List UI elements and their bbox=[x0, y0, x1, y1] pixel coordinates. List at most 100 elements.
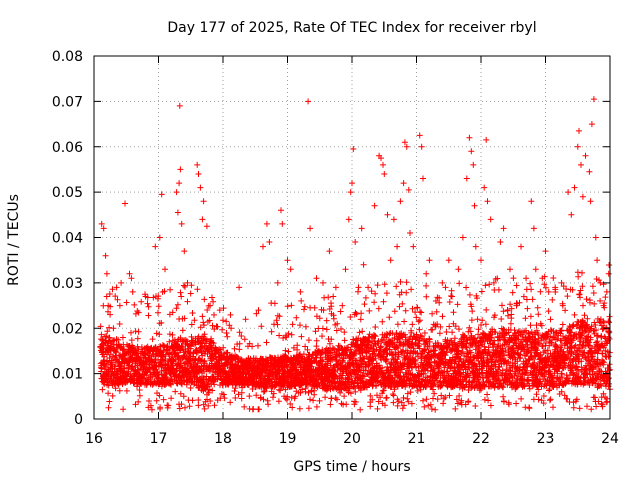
data-point bbox=[420, 397, 426, 404]
data-point bbox=[523, 296, 530, 303]
data-point bbox=[184, 298, 191, 305]
data-point bbox=[247, 355, 254, 362]
data-point bbox=[297, 322, 303, 329]
data-point bbox=[99, 386, 106, 393]
data-point bbox=[206, 317, 213, 324]
data-point bbox=[224, 349, 231, 356]
data-point bbox=[205, 389, 212, 396]
data-point bbox=[547, 396, 554, 403]
data-point bbox=[253, 392, 260, 399]
data-point bbox=[550, 404, 556, 411]
data-point bbox=[156, 392, 163, 399]
data-point bbox=[454, 301, 461, 308]
data-point bbox=[173, 305, 180, 312]
data-point bbox=[155, 303, 162, 310]
data-point bbox=[487, 402, 494, 409]
data-point bbox=[305, 405, 312, 412]
data-point bbox=[181, 315, 188, 322]
data-point bbox=[220, 305, 227, 312]
data-point bbox=[104, 328, 111, 335]
data-point bbox=[178, 401, 185, 408]
data-point bbox=[182, 283, 188, 290]
data-point bbox=[209, 387, 216, 394]
data-point bbox=[372, 324, 379, 330]
data-point bbox=[239, 384, 246, 391]
data-point bbox=[328, 303, 335, 310]
data-point bbox=[482, 321, 489, 328]
data-point bbox=[238, 333, 245, 339]
data-point bbox=[209, 294, 215, 301]
data-point bbox=[227, 399, 234, 406]
data-point bbox=[466, 291, 473, 298]
data-point bbox=[546, 397, 553, 404]
data-point bbox=[235, 391, 242, 398]
data-point bbox=[209, 322, 216, 329]
data-point bbox=[105, 404, 112, 411]
data-point bbox=[241, 336, 248, 343]
data-point bbox=[204, 307, 211, 313]
data-point bbox=[145, 312, 152, 319]
data-point bbox=[174, 301, 181, 308]
data-point bbox=[401, 318, 408, 325]
data-point bbox=[296, 405, 303, 412]
data-point bbox=[576, 291, 583, 298]
data-point bbox=[456, 280, 463, 287]
data-point bbox=[319, 333, 325, 340]
data-point bbox=[429, 326, 436, 333]
data-point bbox=[153, 330, 160, 337]
data-point bbox=[529, 296, 536, 303]
data-point bbox=[268, 328, 275, 335]
data-point bbox=[513, 282, 520, 289]
data-point bbox=[144, 300, 151, 307]
data-point bbox=[549, 296, 556, 303]
data-point bbox=[526, 405, 533, 412]
data-point bbox=[109, 392, 116, 399]
data-point bbox=[181, 352, 188, 358]
data-point bbox=[285, 348, 292, 355]
data-point bbox=[258, 323, 265, 330]
data-point bbox=[399, 300, 406, 307]
data-point bbox=[236, 340, 243, 347]
data-point bbox=[160, 349, 167, 356]
data-point bbox=[241, 403, 248, 410]
data-point bbox=[518, 395, 525, 402]
data-point bbox=[383, 290, 390, 297]
data-point bbox=[407, 389, 414, 396]
data-point bbox=[201, 296, 208, 303]
data-point bbox=[114, 296, 121, 303]
data-point bbox=[428, 406, 435, 412]
data-point bbox=[205, 402, 212, 409]
data-point bbox=[260, 396, 267, 403]
data-point bbox=[134, 383, 140, 390]
data-point bbox=[150, 294, 157, 301]
data-point bbox=[341, 329, 348, 336]
data-point bbox=[499, 302, 505, 309]
data-point bbox=[238, 389, 245, 396]
data-point bbox=[166, 338, 173, 345]
data-point bbox=[399, 405, 406, 412]
data-point bbox=[165, 402, 172, 409]
data-point bbox=[396, 303, 403, 310]
data-point bbox=[528, 286, 535, 293]
data-point bbox=[116, 387, 123, 394]
data-point bbox=[313, 403, 320, 410]
data-point bbox=[481, 396, 488, 403]
data-point bbox=[256, 406, 262, 413]
data-point bbox=[434, 396, 441, 403]
data-point bbox=[327, 401, 334, 408]
data-point bbox=[188, 321, 195, 328]
data-point bbox=[313, 337, 320, 344]
data-point bbox=[155, 293, 162, 300]
data-point bbox=[232, 395, 239, 401]
data-point bbox=[494, 275, 501, 282]
data-point bbox=[535, 396, 542, 403]
data-point bbox=[450, 309, 457, 316]
data-point bbox=[101, 362, 108, 369]
data-point bbox=[482, 282, 489, 289]
data-point bbox=[443, 329, 450, 335]
data-point bbox=[180, 393, 187, 400]
data-point bbox=[253, 310, 260, 317]
data-point bbox=[486, 281, 493, 288]
data-point bbox=[393, 283, 400, 290]
